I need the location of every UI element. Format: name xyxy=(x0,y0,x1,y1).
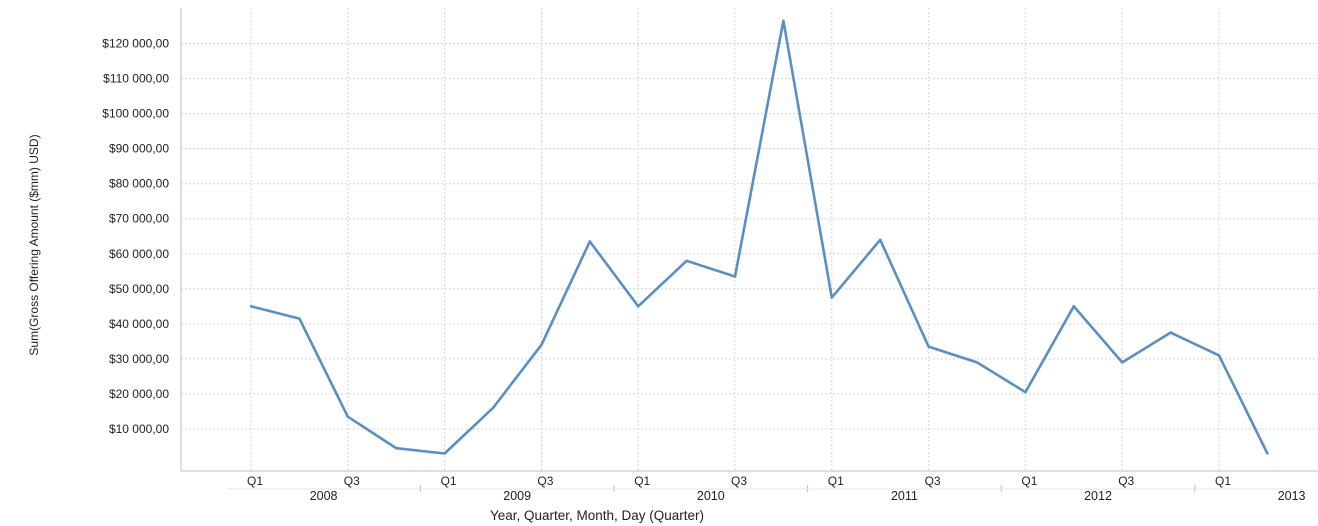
y-tick-label: $80 000,00 xyxy=(109,177,169,191)
x-tick-label: Q3 xyxy=(731,474,747,488)
y-axis-ticks: $10 000,00 $20 000,00 $30 000,00 $40 000,00… xyxy=(102,37,169,436)
data-point xyxy=(1121,361,1124,364)
x-year-label: 2011 xyxy=(891,489,918,503)
y-tick-label: $110 000,00 xyxy=(103,72,169,86)
x-tick-label: Q3 xyxy=(925,474,941,488)
y-tick-label: $10 000,00 xyxy=(109,422,169,436)
data-point xyxy=(395,447,398,450)
data-point xyxy=(1072,305,1076,308)
x-tick-label: Q3 xyxy=(344,474,360,488)
x-tick-label: Q3 xyxy=(1118,474,1134,488)
data-point xyxy=(637,305,640,308)
y-tick-label: $20 000,00 xyxy=(109,387,169,401)
y-tick-label: $90 000,00 xyxy=(109,142,169,156)
x-tick-label: Q1 xyxy=(247,474,263,488)
data-point xyxy=(588,240,591,243)
x-year-label: 2013 xyxy=(1278,489,1306,503)
data-point xyxy=(443,452,446,455)
y-tick-label: $50 000,00 xyxy=(109,282,169,296)
series-layer xyxy=(249,19,1269,455)
data-point xyxy=(782,19,785,22)
data-point xyxy=(346,415,349,418)
x-tick-label: Q1 xyxy=(1215,474,1231,488)
data-point xyxy=(540,343,543,347)
data-point xyxy=(1169,331,1172,334)
series-line xyxy=(250,19,1269,455)
data-point xyxy=(685,259,688,262)
x-axis-ticks: Q1 Q3 Q1 Q3 Q1 Q3 Q1 Q3 Q1 Q3 Q1 2008 2009 2010 2011 20… xyxy=(226,474,1306,503)
data-point xyxy=(733,275,737,278)
data-point xyxy=(975,361,979,364)
x-year-label: 2012 xyxy=(1084,489,1112,503)
gridlines xyxy=(181,8,1318,471)
data-point xyxy=(830,296,833,299)
x-year-label: 2010 xyxy=(697,489,725,503)
y-tick-label: $60 000,00 xyxy=(109,247,169,261)
data-point xyxy=(927,345,930,348)
data-point xyxy=(1217,354,1221,357)
x-tick-label: Q1 xyxy=(634,474,650,488)
data-point xyxy=(879,238,882,241)
y-tick-label: $40 000,00 xyxy=(109,317,169,331)
y-tick-label: $30 000,00 xyxy=(109,352,169,366)
x-tick-label: Q1 xyxy=(1021,474,1037,488)
y-tick-label: $100 000,00 xyxy=(102,107,169,121)
data-point xyxy=(298,317,301,320)
x-axis-title: Year, Quarter, Month, Day (Quarter) xyxy=(490,508,704,523)
data-point xyxy=(491,406,495,410)
y-tick-label: $120 000,00 xyxy=(102,37,169,51)
x-tick-label: Q1 xyxy=(828,474,844,488)
x-tick-label: Q1 xyxy=(441,474,457,488)
data-point xyxy=(1024,390,1027,394)
x-year-label: 2008 xyxy=(310,489,338,503)
y-axis-title: Sum(Gross Offering Amount ($mm) USD) xyxy=(27,134,41,355)
x-tick-label: Q3 xyxy=(537,474,553,488)
x-year-label: 2009 xyxy=(503,489,531,503)
axes xyxy=(180,8,1318,472)
data-point xyxy=(249,305,253,308)
data-point xyxy=(1266,452,1269,455)
y-tick-label: $70 000,00 xyxy=(109,212,169,226)
